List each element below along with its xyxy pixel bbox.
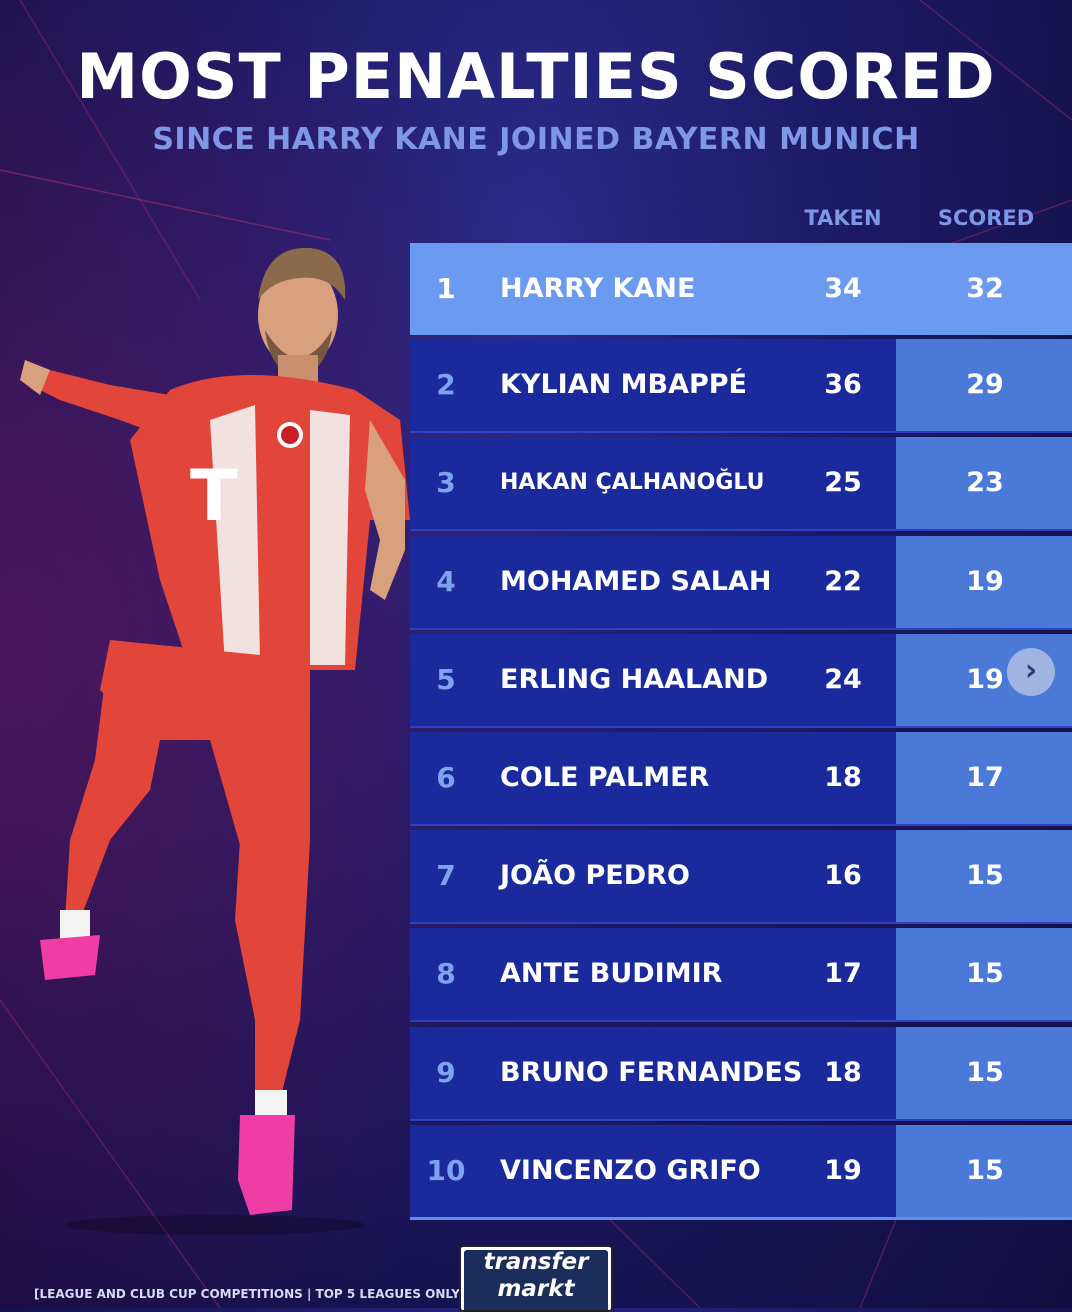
page-title: MOST PENALTIES SCORED <box>76 40 996 113</box>
scored-cell-background <box>896 1124 1072 1217</box>
logo-line-1: transfer <box>483 1249 589 1275</box>
taken-cell: 16 <box>824 860 862 892</box>
scored-cell: 23 <box>966 467 1004 499</box>
scored-cell-background <box>896 731 1072 824</box>
rank-cell: 3 <box>436 466 456 500</box>
table-row: 3 HAKAN ÇALHANOĞLU 25 23 <box>410 437 1072 532</box>
page-subtitle: SINCE HARRY KANE JOINED BAYERN MUNICH <box>152 122 920 157</box>
scored-cell-background <box>896 1026 1072 1119</box>
scored-cell: 19 <box>966 663 1004 695</box>
chevron-right-icon: › <box>1024 653 1038 688</box>
taken-cell: 34 <box>824 273 862 304</box>
svg-text:T: T <box>190 455 238 537</box>
logo-background <box>464 1250 608 1310</box>
player-name-cell: ANTE BUDIMIR <box>500 958 723 990</box>
player-name-cell: HAKAN ÇALHANOĞLU <box>500 470 765 496</box>
table-row: 2 KYLIAN MBAPPÉ 36 29 <box>410 339 1072 434</box>
player-name-cell: COLE PALMER <box>500 761 710 793</box>
taken-cell: 22 <box>824 565 862 597</box>
player-name-cell: KYLIAN MBAPPÉ <box>500 369 747 401</box>
scored-cell: 15 <box>966 1056 1004 1088</box>
table-row: 7 JOÃO PEDRO 16 15 <box>410 830 1072 925</box>
rank-cell: 7 <box>436 859 456 893</box>
rank-cell: 2 <box>436 368 456 402</box>
scored-cell-background <box>896 830 1072 923</box>
taken-cell: 36 <box>824 369 862 401</box>
player-name-cell: HARRY KANE <box>500 273 696 304</box>
taken-cell: 19 <box>824 1154 862 1186</box>
column-header-scored: SCORED <box>937 206 1035 230</box>
penalty-table: 1 HARRY KANE 34 32 2 KYLIAN MBAPPÉ 36 29 3 HAKAN … <box>410 243 1072 1224</box>
column-header-taken: TAKEN <box>804 206 882 230</box>
taken-cell: 25 <box>824 467 862 499</box>
player-name-cell: BRUNO FERNANDES <box>500 1056 803 1088</box>
rank-cell: 9 <box>436 1055 456 1089</box>
rank-cell: 5 <box>436 662 456 696</box>
scored-cell-background <box>896 339 1072 432</box>
table-row: 6 COLE PALMER 18 17 <box>410 731 1072 826</box>
table-row: 5 ERLING HAALAND 24 19 <box>410 633 1072 728</box>
footnote: [LEAGUE AND CLUB CUP COMPETITIONS | TOP … <box>34 1287 466 1301</box>
table-row: 4 MOHAMED SALAH 22 19 <box>410 535 1072 630</box>
player-photo: T <box>20 247 410 1235</box>
scored-cell: 29 <box>966 369 1004 401</box>
taken-cell: 17 <box>824 958 862 990</box>
next-slide-button[interactable]: › <box>1007 648 1055 696</box>
table-row: 1 HARRY KANE 34 32 <box>410 243 1072 335</box>
player-name-cell: JOÃO PEDRO <box>500 860 690 892</box>
taken-cell: 18 <box>824 761 862 793</box>
transfermarkt-logo: transfer markt <box>459 1245 613 1312</box>
player-name-cell: MOHAMED SALAH <box>500 565 772 597</box>
rank-cell: 8 <box>436 957 456 991</box>
scored-cell: 15 <box>966 958 1004 990</box>
player-name-cell: ERLING HAALAND <box>500 663 769 695</box>
table-row: 9 BRUNO FERNANDES 18 15 <box>410 1026 1072 1121</box>
rank-cell: 4 <box>436 564 456 598</box>
scored-cell-background <box>896 928 1072 1021</box>
player-name-cell: VINCENZO GRIFO <box>500 1154 761 1186</box>
scored-cell: 17 <box>966 761 1004 793</box>
table-row: 8 ANTE BUDIMIR 17 15 <box>410 928 1072 1023</box>
taken-cell: 24 <box>824 663 862 695</box>
logo-line-2: markt <box>497 1276 575 1302</box>
scored-cell: 15 <box>966 1154 1004 1186</box>
taken-cell: 18 <box>824 1056 862 1088</box>
rank-cell: 10 <box>426 1153 466 1187</box>
table-row: 10 VINCENZO GRIFO 19 15 <box>410 1124 1072 1220</box>
scored-cell-background <box>896 535 1072 628</box>
rank-cell: 6 <box>436 760 456 794</box>
scored-cell-background <box>896 437 1072 530</box>
rank-cell: 1 <box>436 272 456 305</box>
scored-cell: 15 <box>966 860 1004 892</box>
scored-cell: 32 <box>966 273 1004 304</box>
scored-cell: 19 <box>966 565 1004 597</box>
